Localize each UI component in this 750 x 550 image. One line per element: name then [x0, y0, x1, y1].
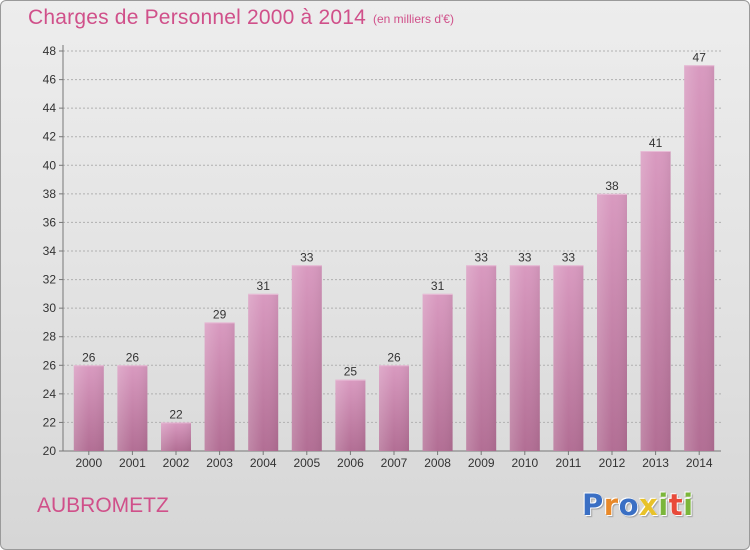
bar-highlight	[248, 293, 279, 451]
bar-highlight	[640, 151, 671, 451]
y-tick-label: 42	[43, 130, 57, 144]
data-label: 41	[649, 136, 663, 150]
data-label: 31	[431, 279, 445, 293]
y-tick-label: 44	[43, 101, 57, 115]
x-tick-label: 2003	[206, 456, 233, 470]
bar-highlight	[509, 265, 540, 451]
y-tick-label: 38	[43, 187, 57, 201]
bar-highlight	[553, 265, 584, 451]
data-label: 33	[475, 250, 489, 264]
bar-highlight	[73, 365, 104, 451]
y-tick-label: 40	[43, 158, 57, 172]
logo-letter: t	[668, 488, 684, 522]
data-label: 47	[693, 50, 707, 64]
data-label: 33	[300, 250, 314, 264]
bar-highlight	[335, 379, 366, 451]
x-tick-label: 2008	[424, 456, 451, 470]
bars	[73, 65, 715, 452]
bar-highlight	[204, 322, 235, 451]
logo-letter: r	[603, 488, 619, 522]
y-tick-label: 48	[43, 44, 57, 58]
data-label: 33	[562, 250, 576, 264]
x-tick-label: 2002	[163, 456, 190, 470]
data-labels: 26 26 22 29 31 33 25 26 31 33 33 33 38 41 47	[82, 50, 706, 421]
bar-highlight	[422, 293, 453, 451]
chart-subtitle: (en milliers d'€)	[373, 12, 454, 26]
proxiti-logo: Proxiti	[582, 488, 694, 522]
x-tick-label: 2013	[642, 456, 669, 470]
x-tick-label: 2001	[119, 456, 146, 470]
y-tick-labels: 20 22 24 26 28 30 32 34 36 38 40 42 44 46 48	[43, 44, 57, 458]
x-tick-label: 2004	[250, 456, 277, 470]
bar-highlight	[466, 265, 497, 451]
x-tick-labels: 2000 2001 2002 2003 2004 2005 2006 2007 2008 2009…	[75, 456, 712, 470]
x-tick-label: 2009	[468, 456, 495, 470]
x-tick-label: 2014	[686, 456, 713, 470]
logo-letter: P	[582, 488, 604, 522]
logo-letter: i	[658, 488, 669, 522]
y-tick-label: 30	[43, 301, 57, 315]
data-label: 29	[213, 307, 227, 321]
chart-title: Charges de Personnel 2000 à 2014	[28, 6, 366, 29]
logo-letter: i	[683, 488, 694, 522]
y-tick-label: 26	[43, 358, 57, 372]
data-label: 22	[169, 407, 183, 421]
data-label: 25	[344, 365, 358, 379]
y-tick-label: 24	[43, 387, 57, 401]
y-tick-label: 20	[43, 444, 57, 458]
x-tick-label: 2012	[599, 456, 626, 470]
commune-name: AUBROMETZ	[37, 494, 169, 517]
y-tick-label: 28	[43, 330, 57, 344]
data-label: 38	[605, 179, 619, 193]
y-tick-label: 34	[43, 244, 57, 258]
y-tick-label: 46	[43, 73, 57, 87]
y-tick-label: 22	[43, 415, 57, 429]
y-tick-label: 36	[43, 215, 57, 229]
bar-highlight	[161, 422, 191, 451]
bar-highlight	[117, 365, 148, 451]
bar-highlight	[379, 365, 409, 451]
y-tick-label: 32	[43, 273, 57, 287]
bar-highlight	[597, 193, 627, 451]
x-tick-label: 2006	[337, 456, 364, 470]
x-tick-label: 2007	[381, 456, 408, 470]
data-label: 26	[387, 350, 401, 364]
bar-highlight	[684, 65, 715, 452]
data-label: 26	[82, 350, 96, 364]
data-label: 33	[518, 250, 532, 264]
bar-highlight	[291, 265, 322, 451]
x-tick-label: 2005	[293, 456, 320, 470]
x-tick-label: 2010	[511, 456, 538, 470]
logo-letter: o	[618, 488, 640, 522]
x-tick-label: 2011	[555, 456, 581, 470]
data-label: 31	[257, 279, 271, 293]
x-tick-label: 2000	[75, 456, 102, 470]
data-label: 26	[126, 350, 140, 364]
logo-letter: x	[639, 488, 659, 522]
